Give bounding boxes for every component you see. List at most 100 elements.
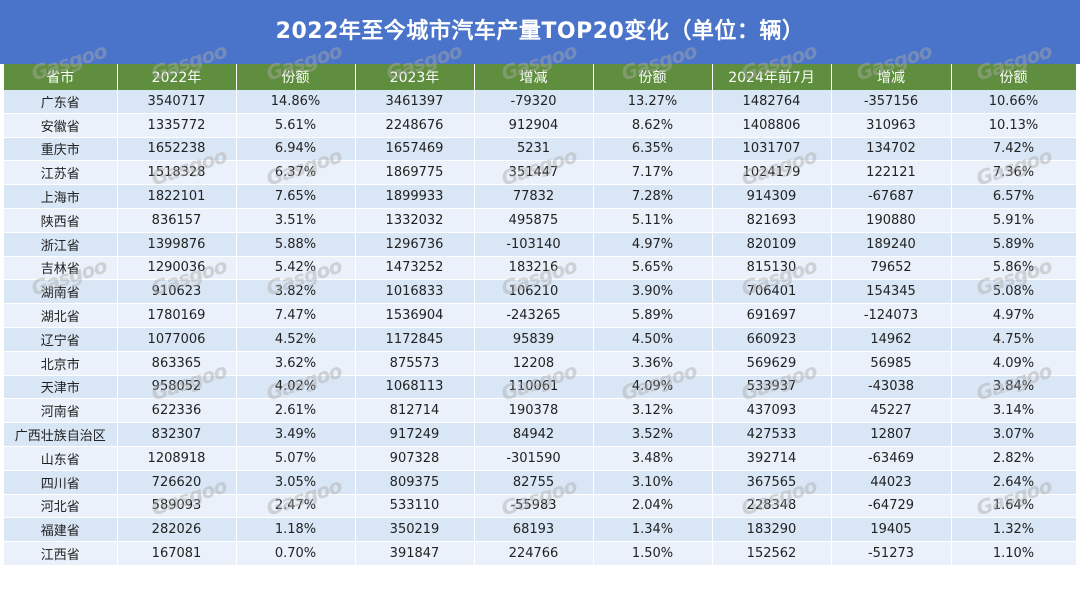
table-header-row: 省市 2022年 份额 2023年 增减 份额 2024年前7月 增减 份额	[4, 64, 1077, 90]
cell-change-2024: 19405	[831, 517, 952, 543]
cell-change-2023: 110061	[474, 375, 594, 400]
cell-production-2022: 1780169	[117, 303, 237, 328]
cell-share-2022: 5.61%	[236, 113, 356, 138]
cell-production-2024: 427533	[712, 422, 832, 447]
cell-share-2023: 1.34%	[593, 517, 713, 543]
cell-production-2024: 569629	[712, 351, 832, 376]
cell-production-2022: 1652238	[117, 137, 237, 162]
cell-change-2024: -357156	[831, 90, 952, 114]
cell-change-2023: 95839	[474, 327, 594, 352]
cell-share-2023: 3.52%	[593, 422, 713, 447]
cell-production-2023: 1869775	[355, 160, 475, 186]
cell-production-2024: 152562	[712, 541, 832, 566]
header-change-2023: 增减	[474, 64, 594, 90]
cell-production-2024: 691697	[712, 303, 832, 328]
cell-province: 重庆市	[4, 137, 118, 162]
cell-change-2023: 5231	[474, 137, 594, 162]
table-body: 广东省 3540717 14.86% 3461397 -79320 13.27% 14827…	[4, 90, 1077, 566]
cell-share-2023: 13.27%	[593, 90, 713, 114]
cell-share-2023: 8.62%	[593, 113, 713, 138]
cell-share-2024: 7.36%	[951, 160, 1077, 186]
cell-share-2023: 6.35%	[593, 137, 713, 162]
cell-share-2024: 10.66%	[951, 90, 1077, 114]
cell-province: 上海市	[4, 184, 118, 209]
cell-production-2023: 2248676	[355, 113, 475, 138]
table-row: 广西壮族自治区 832307 3.49% 917249 84942 3.52% 427533…	[4, 422, 1077, 447]
cell-production-2024: 1031707	[712, 137, 832, 162]
cell-change-2024: 79652	[831, 256, 952, 281]
cell-province: 福建省	[4, 517, 118, 543]
cell-production-2024: 533937	[712, 375, 832, 400]
cell-share-2024: 7.42%	[951, 137, 1077, 162]
cell-production-2023: 1473252	[355, 256, 475, 281]
cell-production-2023: 1657469	[355, 137, 475, 162]
cell-production-2024: 706401	[712, 279, 832, 305]
cell-production-2024: 392714	[712, 446, 832, 471]
table-row: 辽宁省 1077006 4.52% 1172845 95839 4.50% 660923 14…	[4, 327, 1077, 352]
cell-change-2024: -67687	[831, 184, 952, 209]
cell-province: 安徽省	[4, 113, 118, 138]
cell-share-2024: 1.10%	[951, 541, 1077, 566]
table-row: 浙江省 1399876 5.88% 1296736 -103140 4.97% 820109…	[4, 232, 1077, 257]
table-row: 安徽省 1335772 5.61% 2248676 912904 8.62% 1408806…	[4, 113, 1077, 138]
cell-production-2023: 1068113	[355, 375, 475, 400]
cell-production-2024: 1408806	[712, 113, 832, 138]
cell-production-2024: 1482764	[712, 90, 832, 114]
cell-production-2022: 1208918	[117, 446, 237, 471]
cell-change-2023: -301590	[474, 446, 594, 471]
cell-production-2022: 1335772	[117, 113, 237, 138]
table-row: 上海市 1822101 7.65% 1899933 77832 7.28% 914309 -6…	[4, 184, 1077, 209]
cell-share-2023: 3.10%	[593, 470, 713, 495]
cell-share-2022: 6.94%	[236, 137, 356, 162]
cell-production-2023: 3461397	[355, 90, 475, 114]
cell-province: 吉林省	[4, 256, 118, 281]
table-row: 陕西省 836157 3.51% 1332032 495875 5.11% 821693 19…	[4, 208, 1077, 233]
production-table: 省市 2022年 份额 2023年 增减 份额 2024年前7月 增减 份额 广…	[4, 64, 1077, 566]
cell-share-2023: 1.50%	[593, 541, 713, 566]
cell-change-2024: -64729	[831, 494, 952, 519]
cell-change-2023: 77832	[474, 184, 594, 209]
cell-province: 天津市	[4, 375, 118, 400]
cell-production-2022: 910623	[117, 279, 237, 305]
cell-production-2024: 183290	[712, 517, 832, 543]
cell-share-2023: 7.28%	[593, 184, 713, 209]
cell-share-2022: 3.49%	[236, 422, 356, 447]
cell-production-2024: 815130	[712, 256, 832, 281]
cell-province: 浙江省	[4, 232, 118, 257]
cell-share-2022: 2.47%	[236, 494, 356, 519]
cell-production-2023: 1536904	[355, 303, 475, 328]
header-change-2024: 增减	[831, 64, 952, 90]
cell-share-2023: 2.04%	[593, 494, 713, 519]
cell-production-2022: 282026	[117, 517, 237, 543]
cell-change-2024: -63469	[831, 446, 952, 471]
cell-share-2022: 3.05%	[236, 470, 356, 495]
cell-share-2022: 4.52%	[236, 327, 356, 352]
cell-share-2022: 5.07%	[236, 446, 356, 471]
cell-change-2024: -51273	[831, 541, 952, 566]
cell-share-2024: 5.08%	[951, 279, 1077, 305]
cell-share-2024: 10.13%	[951, 113, 1077, 138]
cell-share-2024: 6.57%	[951, 184, 1077, 209]
cell-production-2023: 917249	[355, 422, 475, 447]
cell-change-2024: 44023	[831, 470, 952, 495]
cell-production-2024: 367565	[712, 470, 832, 495]
cell-share-2022: 5.88%	[236, 232, 356, 257]
cell-production-2024: 914309	[712, 184, 832, 209]
cell-share-2022: 3.51%	[236, 208, 356, 233]
cell-change-2023: 84942	[474, 422, 594, 447]
cell-production-2024: 820109	[712, 232, 832, 257]
cell-province: 河北省	[4, 494, 118, 519]
cell-production-2023: 1016833	[355, 279, 475, 305]
cell-change-2023: -55983	[474, 494, 594, 519]
cell-change-2024: -43038	[831, 375, 952, 400]
header-province: 省市	[4, 64, 118, 90]
cell-province: 广东省	[4, 90, 118, 114]
cell-production-2023: 875573	[355, 351, 475, 376]
cell-share-2024: 5.89%	[951, 232, 1077, 257]
cell-production-2024: 437093	[712, 398, 832, 424]
cell-change-2024: 122121	[831, 160, 952, 186]
header-share-2024: 份额	[951, 64, 1077, 90]
cell-change-2024: -124073	[831, 303, 952, 328]
cell-province: 江苏省	[4, 160, 118, 186]
cell-change-2023: 224766	[474, 541, 594, 566]
